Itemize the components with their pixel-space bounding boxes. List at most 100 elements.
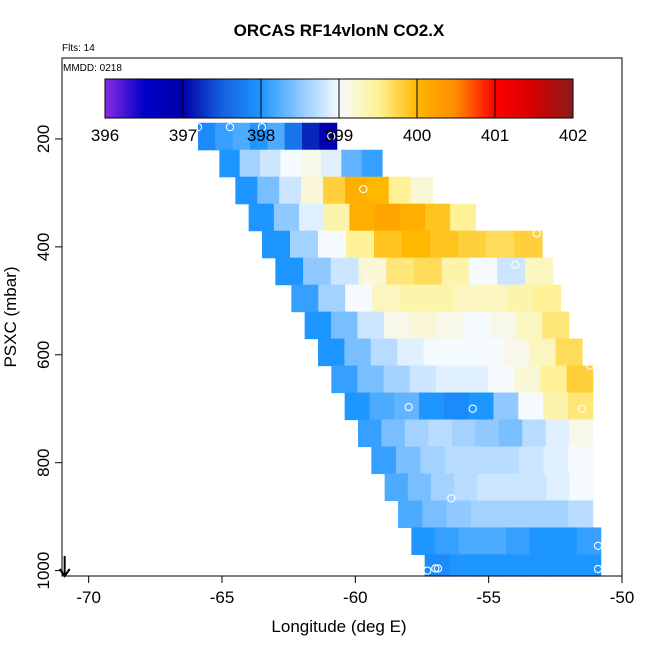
heatmap-cell <box>361 149 383 178</box>
heatmap-cell <box>518 446 545 475</box>
heatmap-cell <box>374 230 403 259</box>
x-tick-label: -65 <box>210 588 235 607</box>
heatmap-cell <box>451 419 476 448</box>
data-points <box>193 122 603 575</box>
heatmap-cell <box>318 230 347 259</box>
heatmap-cell <box>395 446 422 475</box>
heatmap-cell <box>388 176 412 205</box>
data-point <box>468 404 477 413</box>
heatmap-cell <box>301 176 324 205</box>
heatmap-cell <box>198 122 216 151</box>
heatmap-cell <box>474 554 501 577</box>
heatmap-cell <box>502 338 530 367</box>
heatmap-cell <box>488 365 515 394</box>
heatmap-cell <box>514 230 543 259</box>
heatmap-cell <box>344 392 371 421</box>
heatmap-cell <box>267 122 286 151</box>
heatmap-cell <box>540 365 568 394</box>
heatmap-cell <box>545 419 570 448</box>
down-arrow-icon <box>58 556 71 578</box>
heatmap-cell <box>518 392 544 421</box>
data-point <box>585 361 595 370</box>
heatmap-cell <box>550 554 577 577</box>
x-axis: -70 -65 -60 -55 -50 <box>76 576 634 607</box>
heatmap-cell <box>454 473 478 502</box>
heatmap-cell <box>402 230 431 259</box>
heatmap-cell <box>449 554 476 577</box>
heatmap-cell <box>374 203 401 232</box>
colorbar-tick-label: 398 <box>247 126 275 145</box>
data-point <box>423 566 432 575</box>
heatmap-cell <box>471 500 496 529</box>
heatmap-cell <box>275 257 304 286</box>
colorbar-tick-label: 402 <box>559 126 587 145</box>
heatmap-cell <box>404 419 429 448</box>
heatmap-cell <box>500 473 524 502</box>
heatmap-cell <box>489 311 517 340</box>
heatmap-cell <box>369 392 395 421</box>
heatmap-cell <box>493 392 519 421</box>
heatmap-cell <box>569 419 594 448</box>
heatmap-cell <box>569 473 594 502</box>
heatmap-cell <box>529 338 557 367</box>
heatmap-cell <box>330 257 360 286</box>
x-tick-label: -60 <box>343 588 368 607</box>
heatmap-cell <box>445 446 471 475</box>
heatmap-cell <box>426 284 454 313</box>
heatmap-cell <box>522 419 547 448</box>
heatmap-cell <box>370 338 398 367</box>
heatmap-cell <box>515 311 543 340</box>
heatmap-cell <box>398 500 423 529</box>
heatmap-cell <box>399 284 427 313</box>
data-point <box>577 404 587 413</box>
heatmap-cell <box>542 311 570 340</box>
heatmap-cell <box>450 338 477 367</box>
heatmap-cell <box>435 365 463 394</box>
heatmap-cell <box>273 203 300 232</box>
heatmap-cell <box>345 284 373 313</box>
data-point <box>404 402 413 412</box>
x-tick-label: -70 <box>76 588 101 607</box>
heatmap-cell <box>422 500 448 529</box>
heatmap-cells <box>198 122 602 577</box>
heatmap-cell <box>383 365 411 394</box>
data-point <box>359 184 368 194</box>
heatmap-cell <box>498 419 523 448</box>
heatmap-cell <box>414 257 443 286</box>
heatmap-cell <box>495 500 521 529</box>
heatmap-cell <box>506 284 535 313</box>
heatmap-cell <box>469 257 498 286</box>
heatmap-cell <box>372 284 400 313</box>
heatmap-cell <box>567 392 594 421</box>
heatmap-cell <box>410 176 434 205</box>
heatmap-cell <box>525 554 551 577</box>
heatmap-cell <box>463 311 491 340</box>
heatmap-cell <box>523 473 548 502</box>
heatmap-cell <box>381 419 406 448</box>
heatmap-cell <box>568 446 594 475</box>
colorbar-tick-label: 397 <box>169 126 197 145</box>
flights-note: Flts: 14 <box>62 43 95 54</box>
colorbar-tick-label: 396 <box>91 126 119 145</box>
heatmap-cell <box>430 473 455 502</box>
heatmap-cell <box>500 554 526 577</box>
heatmap-cell <box>524 257 554 286</box>
heatmap-cell <box>533 284 562 313</box>
data-point <box>532 229 541 238</box>
heatmap-cell <box>344 338 372 367</box>
heatmap-cell <box>250 122 268 151</box>
heatmap-cell <box>436 311 464 340</box>
heatmap-cell <box>323 176 346 205</box>
heatmap-cell <box>371 446 397 475</box>
heatmap-cell <box>410 311 438 340</box>
heatmap-cell <box>383 311 411 340</box>
heatmap-cell <box>475 419 500 448</box>
heatmap-cell <box>262 230 291 259</box>
heatmap-cell <box>321 149 342 178</box>
heatmap-cell <box>477 473 501 502</box>
heatmap-cell <box>423 338 451 367</box>
heatmap-cell <box>443 392 470 421</box>
data-point <box>593 564 603 574</box>
heatmap-cell <box>302 122 320 151</box>
heatmap-cell <box>486 230 515 259</box>
